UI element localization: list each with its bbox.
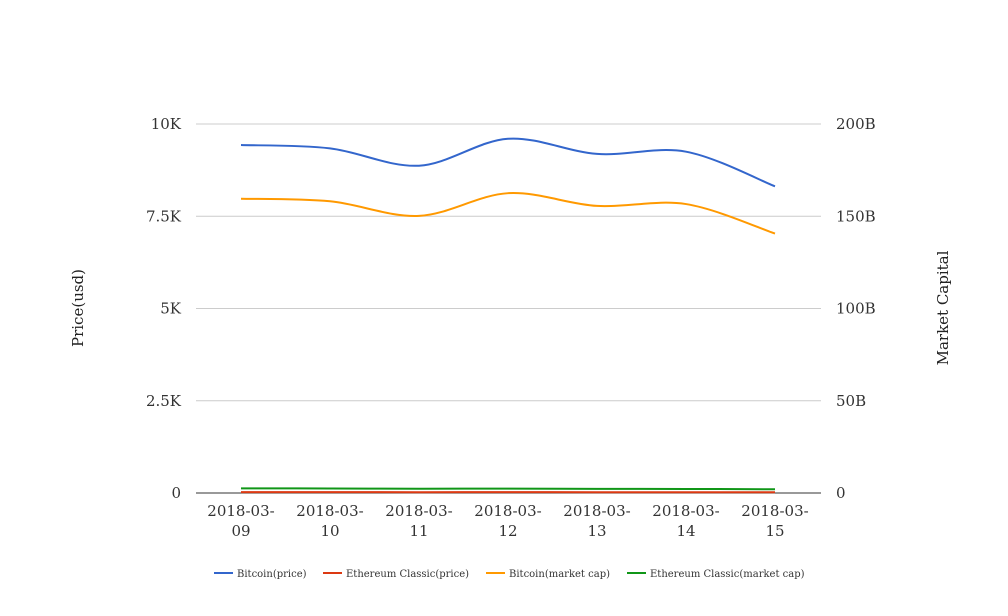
right-tick-label: 100B	[836, 300, 876, 318]
legend-item[interactable]: Ethereum Classic(price)	[323, 569, 469, 580]
right-tick-label: 200B	[836, 115, 876, 133]
legend-item[interactable]: Bitcoin(market cap)	[486, 569, 610, 580]
x-axis-ticks: 2018-03-09 2018-03-10 2018-03-11 2018-03-12…	[207, 502, 808, 540]
left-tick-label: 10K	[151, 115, 182, 133]
x-tick-label: 2018-03-10	[296, 502, 363, 540]
right-tick-label: 150B	[836, 207, 876, 225]
x-tick-label: 2018-03-13	[563, 502, 630, 540]
x-tick-label: 2018-03-12	[474, 502, 541, 540]
legend-label: Ethereum Classic(market cap)	[650, 569, 805, 580]
legend-label: Bitcoin(market cap)	[509, 569, 610, 580]
series-line-bitcoin-price[interactable]	[240, 137, 776, 188]
right-tick-label: 0	[836, 484, 846, 502]
left-tick-label: 0	[171, 484, 181, 502]
right-tick-label: 50B	[836, 392, 866, 410]
series-line-ethereum-classic-market-cap[interactable]	[240, 487, 776, 491]
x-tick-label: 2018-03-15	[741, 502, 808, 540]
right-axis-title: Market Capital	[934, 250, 952, 365]
left-tick-label: 5K	[160, 300, 182, 318]
x-tick-label: 2018-03-11	[385, 502, 452, 540]
legend-item[interactable]: Bitcoin(price)	[214, 569, 307, 580]
legend-label: Ethereum Classic(price)	[346, 569, 469, 580]
x-tick-label: 2018-03-14	[652, 502, 719, 540]
x-tick-label: 2018-03-09	[207, 502, 274, 540]
left-tick-label: 2.5K	[146, 392, 182, 410]
plot-series	[240, 137, 776, 494]
left-axis-title: Price(usd)	[69, 269, 87, 347]
grid-lines	[196, 123, 821, 494]
legend-item[interactable]: Ethereum Classic(market cap)	[627, 569, 805, 580]
series-line-bitcoin-market-cap[interactable]	[240, 192, 776, 235]
right-axis-ticks: 0 50B 100B 150B 200B	[836, 115, 876, 502]
left-tick-label: 7.5K	[146, 207, 182, 225]
legend-label: Bitcoin(price)	[237, 569, 307, 580]
left-axis-ticks: 0 2.5K 5K 7.5K 10K	[146, 115, 182, 502]
legend[interactable]: Bitcoin(price) Ethereum Classic(price) Bit…	[214, 569, 805, 580]
